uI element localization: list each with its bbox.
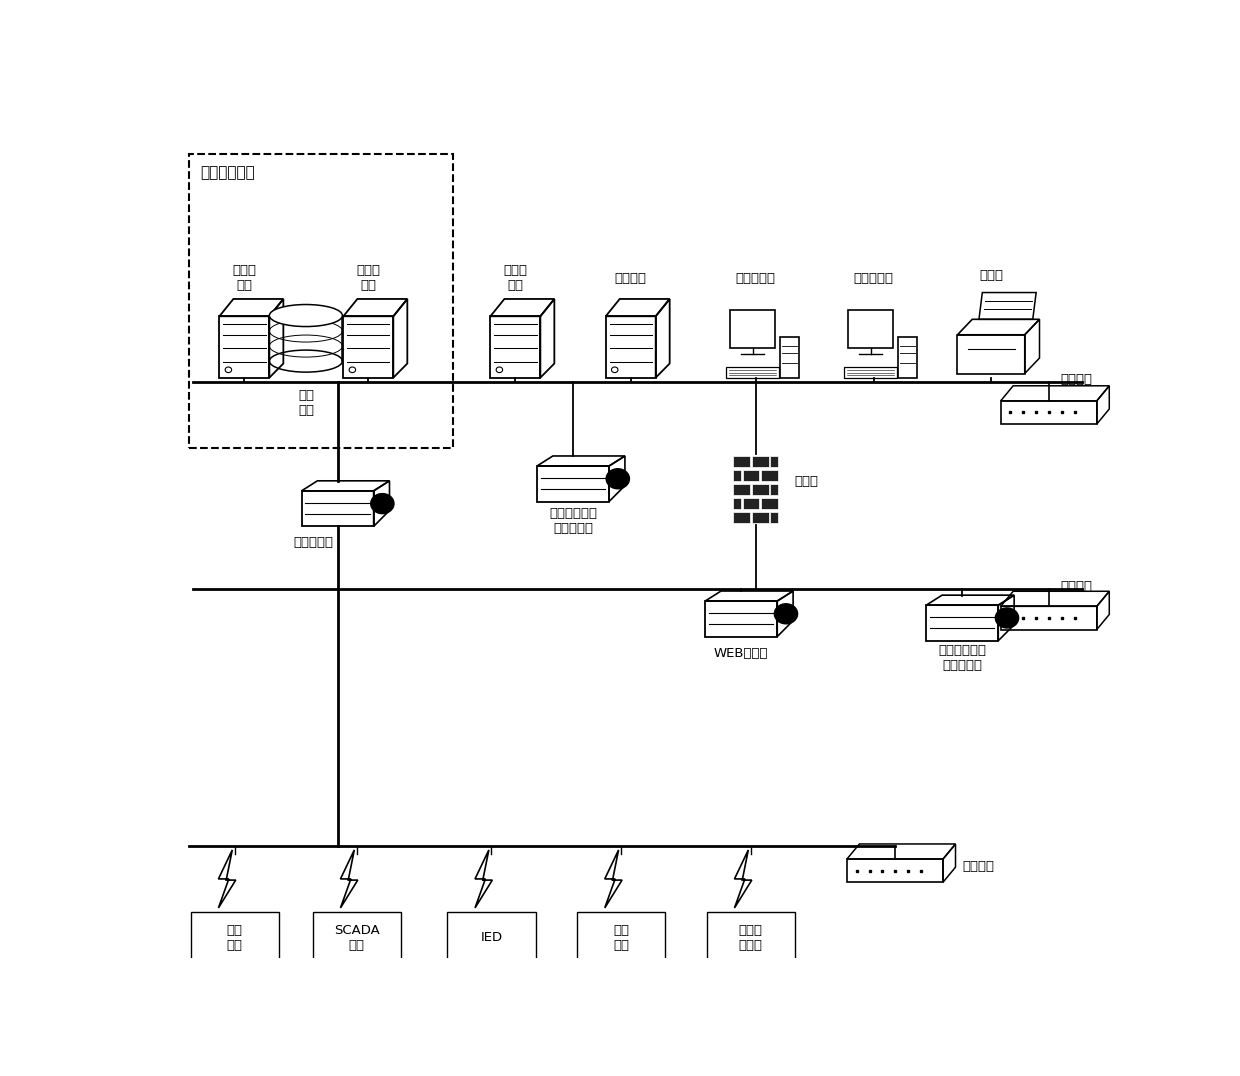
FancyBboxPatch shape (770, 512, 777, 524)
Circle shape (606, 469, 630, 489)
Text: 数据存储结构: 数据存储结构 (200, 165, 255, 180)
FancyBboxPatch shape (733, 484, 750, 495)
Text: 防火墙: 防火墙 (794, 475, 818, 487)
Text: 前置服务器: 前置服务器 (294, 536, 334, 549)
Text: 数据服
务器: 数据服 务器 (356, 265, 381, 293)
FancyBboxPatch shape (733, 455, 750, 467)
Text: 分析引擎: 分析引擎 (615, 272, 647, 285)
FancyBboxPatch shape (733, 469, 742, 481)
Text: IED: IED (480, 931, 502, 945)
Text: 专家知
识库: 专家知 识库 (503, 265, 527, 293)
Text: 同步
时钟: 同步 时钟 (227, 924, 243, 952)
Text: 云端专家系统
接口服务器: 云端专家系统 接口服务器 (939, 643, 986, 671)
Text: 磁盘
阵列: 磁盘 阵列 (298, 388, 314, 416)
Circle shape (371, 494, 394, 513)
FancyBboxPatch shape (751, 484, 769, 495)
Text: 打印机: 打印机 (980, 269, 1003, 282)
Text: 维护工作站: 维护工作站 (854, 272, 894, 285)
Text: 交换机一: 交换机一 (962, 860, 994, 873)
FancyBboxPatch shape (743, 469, 759, 481)
Text: WEB服务器: WEB服务器 (714, 647, 769, 660)
FancyBboxPatch shape (733, 512, 750, 524)
FancyBboxPatch shape (743, 498, 759, 509)
FancyBboxPatch shape (770, 484, 777, 495)
FancyBboxPatch shape (751, 512, 769, 524)
Text: 运行工作站: 运行工作站 (735, 272, 776, 285)
Text: 保信
系统: 保信 系统 (613, 924, 629, 952)
Ellipse shape (269, 305, 342, 326)
Circle shape (996, 608, 1018, 628)
FancyBboxPatch shape (733, 498, 742, 509)
FancyBboxPatch shape (751, 455, 769, 467)
FancyBboxPatch shape (761, 469, 777, 481)
Text: 数据服
务器: 数据服 务器 (232, 265, 257, 293)
Text: 交换机三: 交换机三 (1060, 372, 1092, 386)
FancyBboxPatch shape (761, 498, 777, 509)
Circle shape (774, 604, 797, 624)
Text: 应急指挥中心
接口服务器: 应急指挥中心 接口服务器 (549, 507, 596, 535)
Text: 交换机二: 交换机二 (1060, 580, 1092, 593)
Text: 安全管
控平台: 安全管 控平台 (739, 924, 763, 952)
FancyBboxPatch shape (770, 455, 777, 467)
Text: SCADA
系统: SCADA 系统 (334, 924, 379, 952)
